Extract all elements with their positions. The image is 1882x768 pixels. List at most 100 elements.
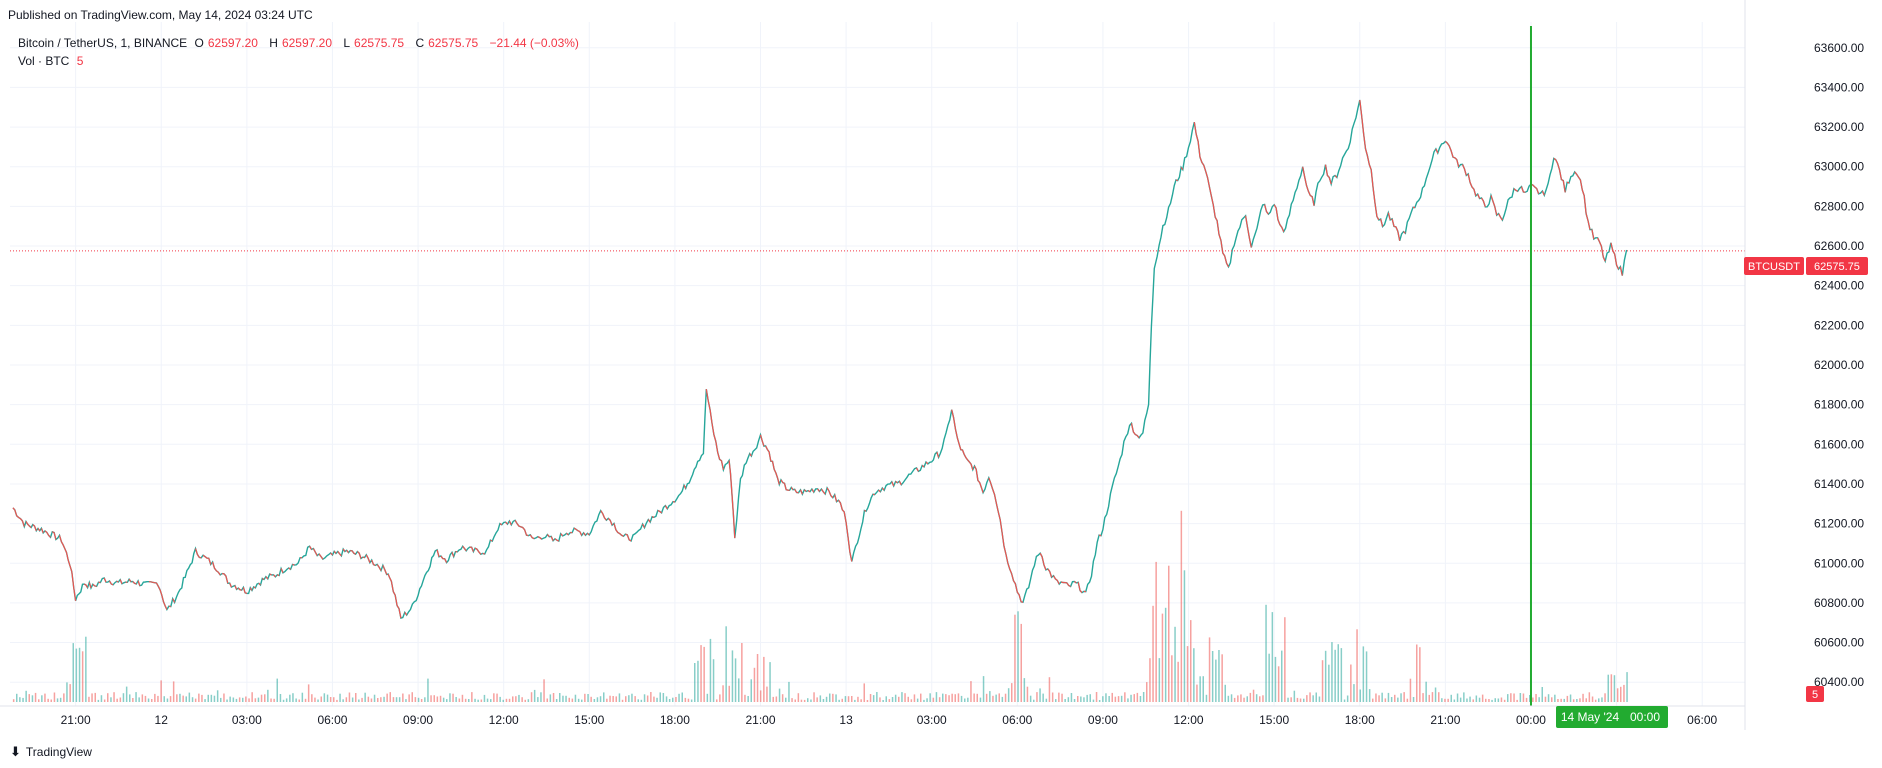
- open-value: 62597.20: [207, 36, 258, 50]
- volume-bar: [612, 696, 614, 702]
- price-segment-down: [444, 558, 448, 563]
- volume-bar: [289, 694, 291, 702]
- published-note: Published on TradingView.com, May 14, 20…: [8, 8, 313, 22]
- price-segment-down: [1309, 194, 1313, 198]
- price-segment-down: [847, 536, 851, 553]
- price-segment-down: [973, 465, 977, 470]
- volume-bar: [147, 698, 150, 702]
- price-segment-down: [474, 547, 478, 550]
- volume-bar: [894, 694, 897, 702]
- price-segment-down: [1079, 590, 1083, 594]
- volume-bar: [1303, 698, 1305, 702]
- volume-bar: [342, 699, 344, 702]
- price-segment-down: [522, 527, 526, 531]
- volume-bar: [373, 694, 376, 702]
- volume-bar: [1240, 694, 1242, 702]
- volume-bar: [508, 698, 511, 702]
- volume-bar: [524, 699, 526, 702]
- price-segment-down: [64, 548, 68, 553]
- price-segment-down: [1498, 213, 1502, 218]
- price-segment-down: [1304, 176, 1308, 186]
- volume-bar: [1202, 676, 1204, 702]
- price-segment-down: [119, 579, 123, 585]
- price-segment-down: [607, 517, 611, 521]
- price-segment-down: [1193, 122, 1197, 135]
- volume-bar: [913, 694, 916, 702]
- volume-bar: [260, 694, 263, 702]
- volume-bar: [1334, 649, 1336, 702]
- volume-bar: [1058, 692, 1060, 702]
- price-segment-down: [111, 583, 114, 586]
- price-segment-down: [1199, 156, 1203, 163]
- volume-bar: [1211, 651, 1214, 702]
- volume-bar: [1372, 698, 1374, 702]
- price-segment-down: [790, 487, 794, 491]
- price-segment-down: [771, 461, 775, 470]
- price-segment-down: [216, 570, 219, 573]
- price-segment-down: [992, 488, 996, 495]
- volume-bar: [389, 692, 391, 702]
- price-segment-down: [524, 529, 528, 536]
- volume-bar: [232, 697, 235, 702]
- volume-bar: [932, 697, 935, 702]
- price-segment-down: [394, 595, 398, 606]
- price-segment-down: [85, 584, 89, 589]
- volume-bar: [320, 696, 322, 702]
- price-segment-down: [67, 559, 71, 566]
- price-segment-down: [560, 533, 564, 537]
- price-tick-label: 61000.00: [1814, 556, 1864, 570]
- price-segment-down: [1576, 173, 1580, 178]
- grid: [10, 22, 1745, 706]
- price-segment-down: [1492, 200, 1496, 207]
- price-segment-down: [1376, 216, 1380, 221]
- price-segment-down: [396, 605, 400, 609]
- volume-bar: [898, 696, 900, 702]
- price-segment-down: [1077, 582, 1081, 591]
- volume-bar: [1466, 698, 1468, 702]
- volume-bar: [857, 696, 859, 702]
- volume-bar: [1428, 694, 1430, 702]
- volume-bar: [1061, 693, 1063, 702]
- volume-bar: [891, 697, 894, 702]
- volume-bar: [207, 694, 209, 702]
- volume-bar: [725, 626, 727, 702]
- volume-bar: [22, 697, 24, 702]
- time-tick-label: 21:00: [61, 713, 91, 727]
- volume-bar: [1507, 694, 1509, 702]
- price-segment-down: [1395, 226, 1399, 232]
- volume-bar: [527, 699, 530, 702]
- price-segment-down: [1461, 164, 1465, 169]
- volume-bar: [1249, 692, 1252, 702]
- volume-bar: [113, 692, 115, 702]
- price-segment-down: [642, 523, 646, 528]
- volume-bar: [424, 697, 426, 702]
- price-segment-down: [1467, 173, 1471, 183]
- volume-bar: [540, 692, 542, 702]
- volume-bar: [1441, 698, 1443, 702]
- volume-bar: [1105, 693, 1107, 702]
- price-segment-down: [1273, 204, 1277, 209]
- volume-bar: [317, 699, 319, 702]
- volume-bar: [756, 654, 759, 702]
- volume-bar: [395, 697, 398, 702]
- volume-bar: [417, 697, 420, 702]
- price-segment-down: [711, 423, 715, 435]
- volume-bar: [377, 698, 379, 702]
- price-segment-down: [157, 586, 161, 591]
- volume-bar: [847, 696, 850, 702]
- volume-bar: [1309, 692, 1311, 702]
- volume-bar: [694, 663, 696, 702]
- volume-bar: [678, 693, 680, 702]
- price-segment-down: [878, 489, 881, 493]
- volume-bar: [1190, 620, 1192, 702]
- volume-bar: [1538, 697, 1540, 702]
- price-segment-down: [358, 553, 362, 559]
- volume-bar: [367, 696, 370, 702]
- volume-bar: [194, 698, 197, 702]
- price-segment-down: [320, 556, 324, 560]
- volume-bar: [1051, 692, 1054, 702]
- volume-bar: [559, 693, 561, 702]
- volume-bar: [844, 696, 847, 702]
- volume-bar: [188, 692, 191, 702]
